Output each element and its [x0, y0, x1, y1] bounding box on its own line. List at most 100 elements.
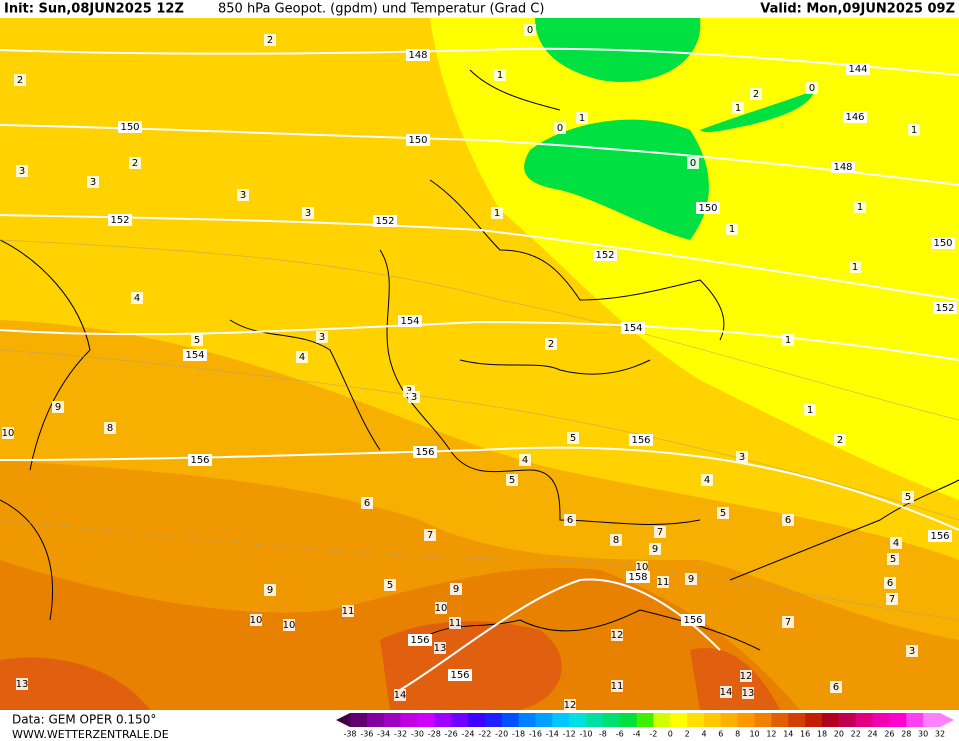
temperature-label: 7 [785, 617, 791, 628]
colorbar-label: -8 [599, 730, 607, 739]
label-box [361, 497, 373, 509]
temperature-label: 5 [570, 433, 576, 444]
temperature-label: 13 [16, 679, 29, 690]
label-box [933, 302, 957, 314]
temperature-label: 9 [267, 585, 273, 596]
temperature-label: 11 [449, 618, 462, 629]
label-box [564, 699, 576, 711]
temperature-label: 4 [522, 455, 528, 466]
colorbar-segment [366, 713, 385, 727]
label-box [506, 474, 518, 486]
colorbar-segment [822, 713, 840, 727]
label-box [191, 334, 203, 346]
colorbar-segment [687, 713, 705, 727]
colorbar-label: 16 [800, 730, 810, 739]
colorbar-end [336, 713, 350, 727]
colorbar-label: 22 [851, 730, 861, 739]
temperature-label: 11 [342, 606, 355, 617]
label-box [696, 202, 720, 214]
colorbar-label: 10 [749, 730, 759, 739]
colorbar-label: -34 [377, 730, 390, 739]
temperature-label: 3 [305, 208, 311, 219]
label-box [14, 74, 26, 86]
label-box [283, 619, 295, 631]
label-box [654, 526, 666, 538]
temperature-label: 10 [435, 603, 448, 614]
label-box [398, 315, 422, 327]
label-box [16, 678, 28, 690]
geopotential-label: 146 [845, 112, 864, 123]
colorbar-label: -26 [445, 730, 458, 739]
label-box [701, 474, 713, 486]
label-box [450, 583, 462, 595]
colorbar-label: -22 [478, 730, 491, 739]
colorbar-segment [771, 713, 789, 727]
temperature-label: 10 [283, 620, 296, 631]
label-box [854, 201, 866, 213]
label-box [626, 571, 650, 583]
label-box [740, 670, 752, 682]
colorbar-segment [468, 713, 486, 727]
temperature-label: 12 [611, 630, 624, 641]
label-box [424, 529, 436, 541]
colorbar-label: -20 [495, 730, 508, 739]
geopotential-label: 156 [415, 447, 434, 458]
temp-0-2-baltic [524, 90, 815, 240]
temperature-label: 1 [735, 103, 741, 114]
label-box [687, 157, 699, 169]
temperature-label: 5 [194, 335, 200, 346]
temperature-label: 0 [690, 158, 696, 169]
temperature-label: 7 [889, 594, 895, 605]
label-box [732, 102, 744, 114]
label-box [104, 422, 116, 434]
temperature-label: 5 [387, 580, 393, 591]
temperature-label: 3 [90, 177, 96, 188]
colorbar-label: -30 [411, 730, 424, 739]
geopotential-label: 150 [933, 238, 952, 249]
colorbar-segment [501, 713, 520, 727]
geopotential-label: 152 [935, 303, 954, 314]
label-box [129, 157, 141, 169]
label-box [435, 602, 447, 614]
temperature-label: 3 [411, 392, 417, 403]
label-box [408, 391, 420, 403]
label-box [545, 338, 557, 350]
label-box [408, 634, 432, 646]
label-box [593, 249, 617, 261]
label-box [448, 669, 472, 681]
colorbar-segment [602, 713, 621, 727]
label-box [118, 121, 142, 133]
label-box [908, 124, 920, 136]
label-box [831, 161, 855, 173]
geopotential-label: 154 [623, 323, 642, 334]
colorbar-label: 2 [685, 730, 690, 739]
temperature-label: 9 [688, 574, 694, 585]
temperature-label: 4 [299, 352, 305, 363]
colorbar-segment [417, 713, 435, 727]
colorbar-label: -32 [394, 730, 407, 739]
temperature-label: 5 [509, 475, 515, 486]
colorbar-label: 28 [901, 730, 911, 739]
label-box [621, 322, 645, 334]
label-box [237, 189, 249, 201]
temperature-label: 10 [2, 428, 15, 439]
colorbar-segment [350, 713, 368, 727]
temperature-label: 9 [453, 584, 459, 595]
temperature-label: 10 [636, 562, 649, 573]
temperature-label: 5 [720, 508, 726, 519]
isotherms [0, 239, 959, 621]
temperature-label: 2 [753, 89, 759, 100]
data-source: Data: GEM OPER 0.150° [12, 713, 156, 727]
colorbar-segment [805, 713, 823, 727]
isohypses [0, 47, 959, 691]
label-box [890, 537, 902, 549]
label-box [636, 561, 648, 573]
colorbar-label: 24 [867, 730, 877, 739]
temperature-label: 3 [19, 166, 25, 177]
temperature-label: 0 [527, 25, 533, 36]
geopotential-label: 152 [375, 216, 394, 227]
label-box [720, 686, 732, 698]
label-box [717, 507, 729, 519]
label-box [373, 215, 397, 227]
